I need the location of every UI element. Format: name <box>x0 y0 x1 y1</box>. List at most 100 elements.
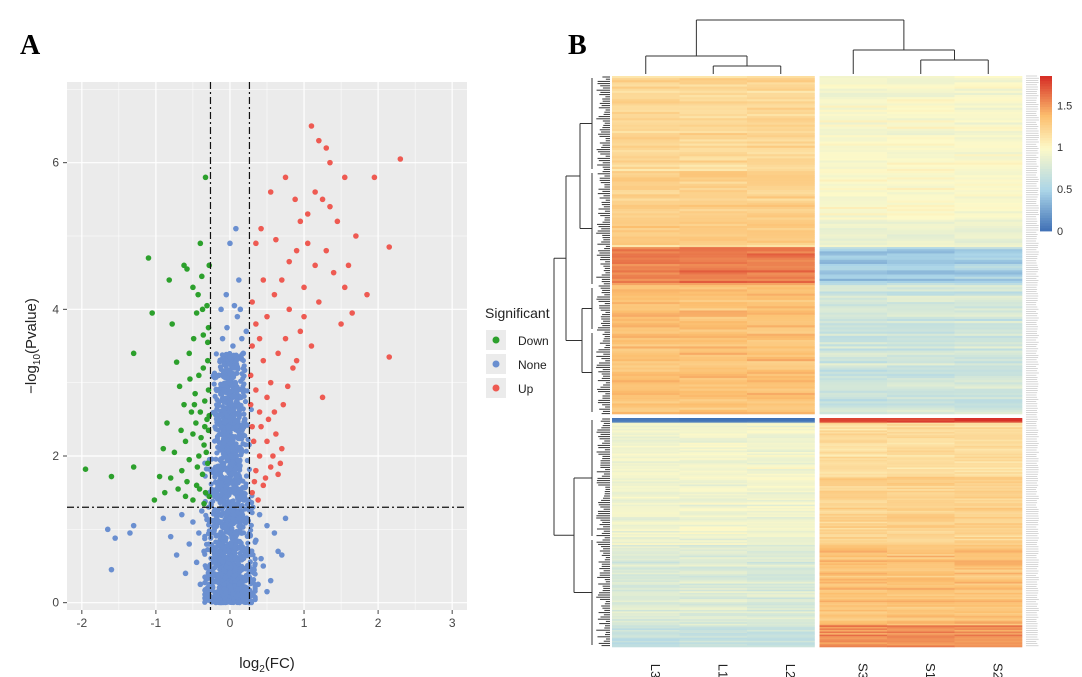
heatmap-cell <box>954 124 1023 127</box>
heatmap-cell <box>954 342 1023 345</box>
heatmap-cell <box>612 190 680 193</box>
heatmap-cell <box>612 487 680 490</box>
heatmap-cell <box>747 356 815 360</box>
heatmap-cell <box>747 139 815 142</box>
heatmap-cell <box>954 158 1023 161</box>
heatmap-cell <box>747 529 815 532</box>
heatmap-cell <box>887 183 955 187</box>
heatmap-cell <box>954 564 1023 567</box>
heatmap-cell <box>954 382 1023 385</box>
heatmap-cell <box>747 513 815 516</box>
heatmap-cell <box>887 297 955 301</box>
point-up <box>273 236 279 243</box>
point-down <box>193 420 199 426</box>
heatmap-cell <box>954 558 1023 561</box>
x-tick-label: 0 <box>227 616 234 630</box>
point-up <box>249 423 255 430</box>
point-down <box>199 471 206 478</box>
heatmap-cell <box>887 626 955 629</box>
heatmap-cell <box>679 278 748 282</box>
heatmap-cell <box>679 489 748 492</box>
point-up <box>280 401 287 408</box>
point-up <box>304 211 311 217</box>
point-down <box>145 255 152 261</box>
heatmap-cell <box>887 162 955 166</box>
heatmap-cell <box>887 448 955 451</box>
point-up <box>345 262 352 269</box>
heatmap-cell <box>954 388 1023 392</box>
heatmap-cell <box>887 270 955 273</box>
heatmap-cell <box>887 122 955 125</box>
heatmap-cell <box>747 438 815 440</box>
point-down <box>184 266 190 272</box>
colorbar-segment <box>1040 140 1052 144</box>
heatmap-cell <box>679 490 748 493</box>
heatmap-cell <box>747 211 815 214</box>
heatmap-cell <box>887 392 955 396</box>
point-none <box>230 448 237 454</box>
heatmap-cell <box>612 187 680 191</box>
heatmap-cell <box>819 549 888 552</box>
heatmap-cell <box>679 166 748 170</box>
heatmap-cell <box>612 597 680 600</box>
heatmap-cell <box>747 640 815 643</box>
heatmap-cell <box>819 371 888 375</box>
heatmap-cell <box>679 535 748 538</box>
point-down <box>178 427 184 434</box>
heatmap-cell <box>747 78 815 81</box>
heatmap-cell <box>819 645 888 648</box>
heatmap-cell <box>612 215 680 218</box>
point-none <box>250 580 257 586</box>
heatmap-cell <box>747 323 815 326</box>
column-label-l2: L2 <box>783 664 798 677</box>
heatmap-cell <box>819 578 888 581</box>
heatmap-cell <box>679 291 748 294</box>
point-up <box>258 225 264 232</box>
heatmap-cell <box>887 639 955 642</box>
heatmap-cell <box>747 608 815 611</box>
point-none <box>230 426 236 432</box>
heatmap-cell <box>887 482 955 485</box>
heatmap-cell <box>747 431 815 434</box>
point-up <box>341 284 348 291</box>
heatmap-cell <box>887 306 955 309</box>
heatmap-cell <box>747 473 815 476</box>
heatmap-cell <box>679 194 748 197</box>
heatmap-cell <box>954 458 1023 461</box>
heatmap-cell <box>819 602 888 604</box>
heatmap-cell <box>819 535 888 538</box>
heatmap-cell <box>612 371 680 375</box>
heatmap-cell <box>679 369 748 373</box>
point-none <box>232 381 239 387</box>
heatmap-cell <box>679 636 748 639</box>
heatmap-cell <box>954 116 1023 119</box>
point-none <box>222 374 228 380</box>
heatmap-cell <box>954 173 1023 176</box>
heatmap-cell <box>954 221 1023 225</box>
point-up <box>282 335 289 342</box>
heatmap-cell <box>887 323 955 326</box>
point-none <box>222 494 228 501</box>
heatmap-cell <box>954 181 1023 185</box>
heatmap-cell <box>954 261 1023 265</box>
colorbar-segment <box>1040 187 1052 191</box>
heatmap-cell <box>612 183 680 187</box>
heatmap-cell <box>887 111 955 115</box>
heatmap-cell <box>612 442 680 445</box>
point-none <box>211 370 218 376</box>
heatmap-cell <box>747 606 815 609</box>
point-down <box>166 277 173 283</box>
heatmap-cell <box>612 608 680 611</box>
heatmap-cell <box>954 211 1023 214</box>
heatmap-cell <box>612 526 680 529</box>
heatmap-cell <box>612 310 680 313</box>
heatmap-cell <box>747 164 815 168</box>
heatmap-cell <box>612 456 680 459</box>
heatmap-cell <box>954 380 1023 383</box>
heatmap-cell <box>887 560 955 563</box>
colorbar-segment <box>1040 202 1052 206</box>
heatmap-cell <box>747 637 815 640</box>
heatmap-cell <box>887 181 955 185</box>
heatmap-cell <box>747 369 815 373</box>
heatmap-cell <box>612 276 680 280</box>
